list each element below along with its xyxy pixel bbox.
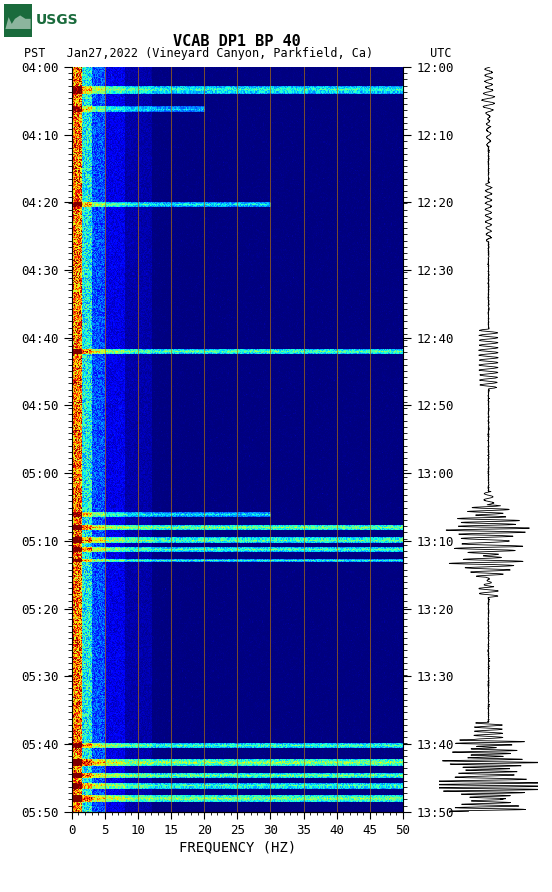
Bar — [4, 4, 31, 37]
X-axis label: FREQUENCY (HZ): FREQUENCY (HZ) — [179, 840, 296, 855]
Polygon shape — [6, 15, 31, 29]
Text: USGS: USGS — [36, 12, 78, 27]
Text: VCAB DP1 BP 40: VCAB DP1 BP 40 — [173, 34, 301, 49]
Text: PST   Jan27,2022 (Vineyard Canyon, Parkfield, Ca)        UTC: PST Jan27,2022 (Vineyard Canyon, Parkfie… — [24, 47, 451, 61]
